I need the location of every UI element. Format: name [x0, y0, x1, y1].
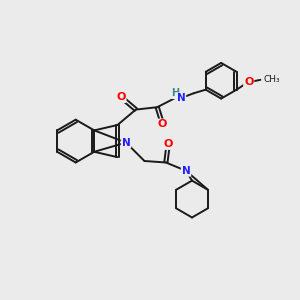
Text: O: O: [164, 139, 173, 149]
Text: N: N: [122, 138, 130, 148]
Text: O: O: [158, 119, 167, 129]
Text: H: H: [171, 88, 179, 98]
Text: N: N: [182, 166, 190, 176]
Text: O: O: [116, 92, 126, 102]
Text: CH₃: CH₃: [264, 75, 280, 84]
Text: O: O: [244, 76, 254, 87]
Text: N: N: [177, 93, 185, 103]
